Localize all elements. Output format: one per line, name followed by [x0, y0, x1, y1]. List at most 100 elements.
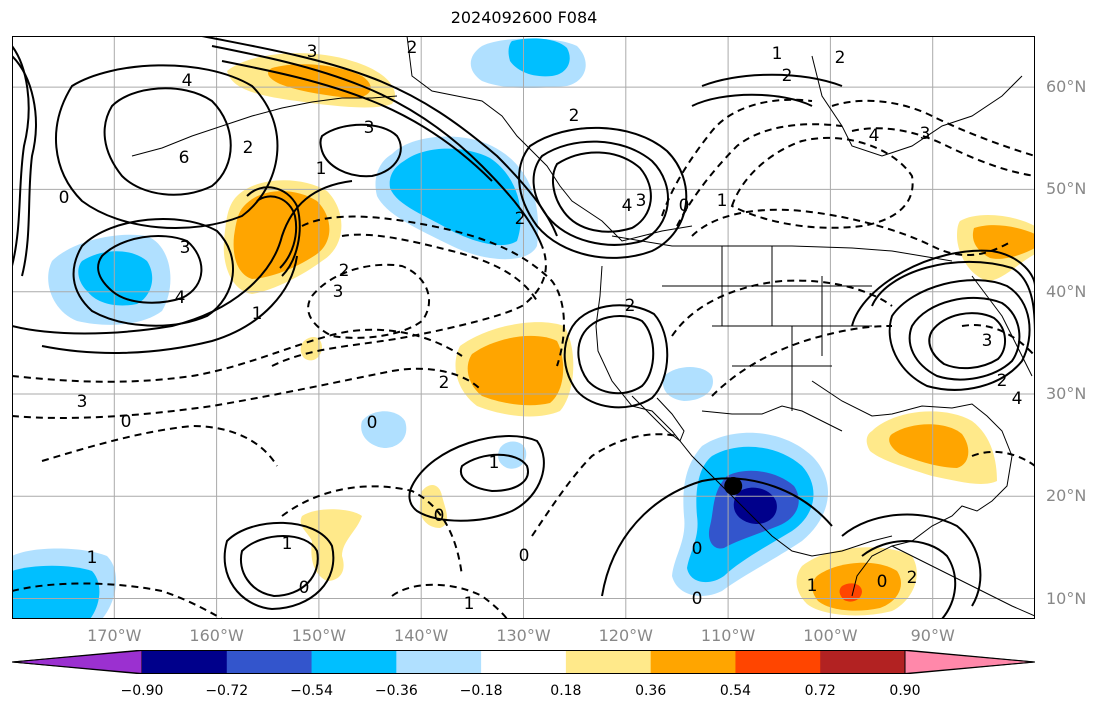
contour-label: 3: [180, 238, 191, 258]
colorbar-tick-label: 0.54: [719, 683, 752, 699]
colorbar-extend-high: [904, 650, 1035, 674]
pos-contour-20: [888, 279, 1031, 391]
pos-contour-13: [246, 186, 301, 277]
colorbar-segment: [650, 650, 736, 674]
hudson-bay-coast: [811, 55, 1023, 157]
colorbar-tick-label: −0.90: [120, 683, 164, 699]
colorbar-segment: [311, 650, 397, 674]
positive-contours: [12, 36, 1035, 619]
contour-label: 0: [692, 539, 703, 559]
pos-contour-14: [256, 195, 298, 269]
contour-label: 2: [569, 106, 580, 126]
central-america-coast: [891, 545, 1035, 617]
contour-label: 0: [121, 412, 132, 432]
baja-california: [631, 395, 685, 442]
neg-contour-17: [711, 325, 893, 397]
neg-contour-18: [831, 99, 1035, 157]
pos-contour-23: [871, 260, 1035, 337]
pos-contour-2: [12, 45, 30, 267]
neg-contour-1: [12, 328, 463, 383]
pos-contour-1: [12, 55, 37, 277]
neg-contour-8: [307, 263, 431, 339]
contour-label: 1: [464, 594, 475, 614]
coastlines: [131, 36, 1035, 617]
contour-label: 4: [175, 288, 186, 308]
contour-label: 3: [982, 331, 993, 351]
contour-label: 2: [782, 66, 793, 86]
pos-contour-15: [532, 140, 669, 246]
colorbar-segment: [481, 650, 567, 674]
negative-contours: [12, 98, 1035, 619]
pos-contour-17: [551, 151, 652, 233]
neg-contour-11: [341, 233, 538, 302]
lon-tick-label: 100°W: [803, 626, 858, 645]
neg-contour-13: [676, 123, 843, 227]
pos-contour-26: [459, 453, 529, 493]
contour-label: 0: [367, 413, 378, 433]
colorbar-tick-label: 0.18: [550, 683, 582, 699]
colorbar-tick-label: −0.36: [374, 683, 418, 699]
contour-label: 1: [282, 534, 293, 554]
colorbar-segment: [735, 650, 821, 674]
contour-label: 2: [243, 138, 254, 158]
pos-contour-28: [239, 535, 319, 598]
shade-pos-gulf-mid: [889, 424, 969, 468]
contour-label: 3: [307, 42, 318, 62]
pos-contour-32: [861, 540, 957, 619]
colorbar-segment: [142, 650, 228, 674]
lon-tick-label: 120°W: [598, 626, 653, 645]
neg-contour-6: [531, 433, 678, 537]
lat-tick-label: 20°N: [1046, 486, 1087, 506]
contour-label: 2: [515, 209, 526, 229]
contour-label: 0: [59, 188, 70, 208]
colorbar: [12, 650, 1035, 674]
contour-label: 2: [625, 296, 636, 316]
shade-neg-small-2: [498, 441, 527, 469]
colorbar-outline: [12, 650, 1035, 674]
pos-contour-3: [103, 87, 232, 196]
storm-center-marker: [724, 477, 743, 496]
pos-contour-16: [518, 126, 688, 259]
lon-tick-label: 160°W: [189, 626, 244, 645]
colorbar-extend-low: [12, 650, 143, 674]
pos-contour-18: [577, 315, 655, 395]
pos-contour-12: [72, 218, 234, 327]
pos-contour-30: [601, 477, 833, 597]
shade-neg-small-1: [361, 411, 407, 448]
shade-pos-small-1: [300, 336, 322, 361]
contour-label: 1: [489, 453, 500, 473]
neg-contour-16: [671, 279, 893, 337]
contour-label: 0: [434, 506, 445, 526]
pos-contour-29: [223, 521, 335, 611]
contour-label: 3: [77, 392, 88, 412]
shade-pos-small-2: [419, 484, 448, 528]
neg-contour-2: [12, 367, 483, 419]
lon-tick-label: 140°W: [394, 626, 449, 645]
pos-contour-21: [908, 296, 1021, 381]
lon-tick-label: 150°W: [291, 626, 347, 645]
pos-contour-25: [691, 73, 843, 107]
contour-label: 4: [182, 71, 193, 91]
contour-label: 3: [333, 282, 344, 302]
lon-tick-label: 90°W: [910, 626, 955, 645]
lat-tick-label: 40°N: [1046, 281, 1087, 301]
contour-label: 0: [519, 546, 530, 566]
shade-neg-southwest-mid: [12, 565, 100, 619]
lon-tick-label: 170°W: [87, 626, 142, 645]
colorbar-tick-label: 0.72: [804, 683, 836, 699]
shade-pos-california-mid: [467, 335, 564, 406]
north-america-west-coast: [595, 265, 893, 557]
pos-contour-19: [563, 304, 669, 409]
map-border: [12, 36, 1035, 619]
contour-label: 0: [679, 196, 690, 216]
neg-contour-19: [851, 127, 1035, 177]
lon-tick-label: 110°W: [700, 626, 756, 645]
contour-label: 2: [407, 38, 418, 58]
aleutian-chain: [131, 95, 398, 157]
neg-contour-15: [691, 208, 1013, 257]
contour-label: 4: [1012, 389, 1023, 409]
pos-contour-7: [221, 60, 493, 182]
neg-contour-10: [301, 215, 565, 367]
